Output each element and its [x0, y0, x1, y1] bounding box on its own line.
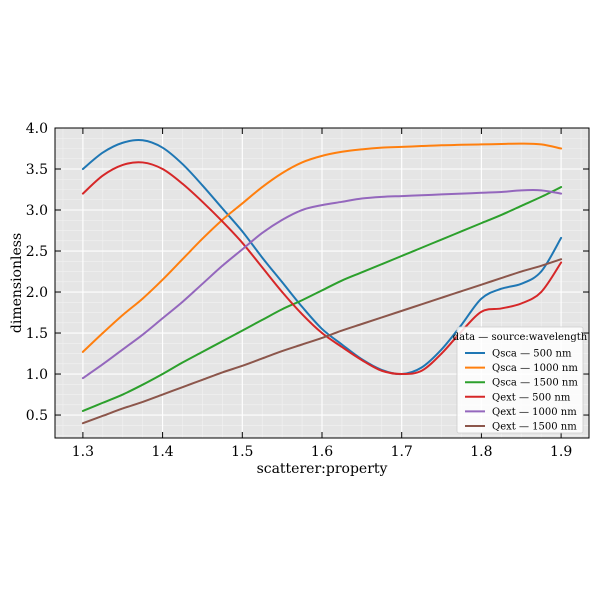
- series-line-3: [81, 186, 563, 412]
- series-line-6: [81, 258, 563, 425]
- x-tick-label: 1.7: [391, 444, 413, 460]
- y-tick-label: 4.0: [26, 121, 48, 137]
- legend-label: Qext — 1000 nm: [492, 407, 577, 418]
- legend-label: Qext — 1500 nm: [492, 422, 577, 433]
- x-tick-label: 1.4: [151, 444, 173, 460]
- y-tick-label: 3.5: [26, 162, 48, 178]
- series-line-5: [81, 189, 563, 380]
- legend-title: data — source:wavelength: [453, 332, 588, 343]
- legend-label: Qsca — 500 nm: [492, 349, 572, 360]
- legend-label: Qext — 500 nm: [492, 392, 571, 403]
- legend-label: Qsca — 1000 nm: [492, 363, 578, 374]
- legend-label: Qsca — 1500 nm: [492, 378, 578, 389]
- series-layer: [81, 139, 563, 425]
- legend-box: [456, 326, 584, 434]
- y-tick-label: 3.0: [26, 203, 48, 219]
- y-tick-label: 2.0: [26, 285, 48, 301]
- ticks: 1.3 1.4 1.5 1.6 1.7 1.8 1.9 0.5 1.0 1.5 2.0 2.5 3.0 3…: [26, 121, 589, 460]
- x-tick-label: 1.8: [470, 444, 492, 460]
- series-line-2: [81, 142, 563, 353]
- y-tick-label: 1.5: [26, 326, 48, 342]
- x-tick-label: 1.9: [550, 444, 572, 460]
- x-axis-label: scatterer:property: [257, 461, 388, 477]
- y-tick-label: 1.0: [26, 367, 48, 383]
- series-line-4: [81, 161, 563, 376]
- x-tick-label: 1.6: [311, 444, 333, 460]
- y-axis-label: dimensionless: [9, 233, 25, 333]
- y-tick-label: 2.5: [26, 244, 48, 260]
- legend: data — source:wavelength Qsca — 500 nm Qsc…: [453, 326, 588, 434]
- series-line-1: [81, 139, 563, 376]
- x-tick-label: 1.3: [72, 444, 94, 460]
- x-tick-label: 1.5: [231, 444, 253, 460]
- y-tick-label: 0.5: [26, 408, 48, 424]
